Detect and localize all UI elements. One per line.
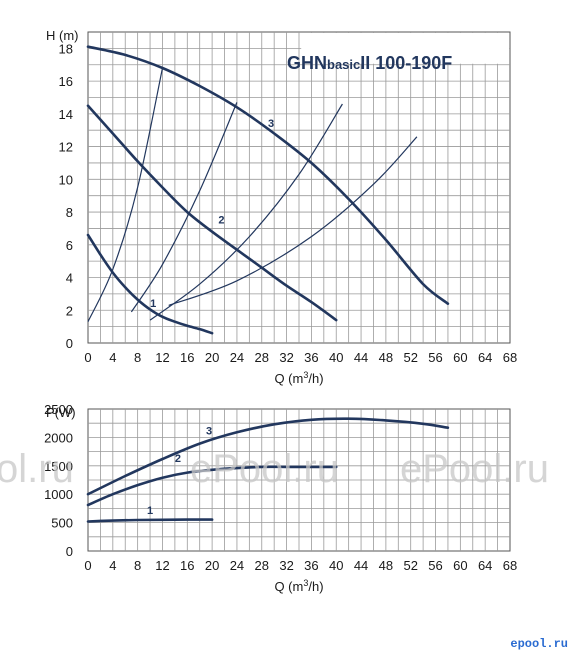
x-tick-label: 28 xyxy=(255,558,269,573)
x-tick-label: 0 xyxy=(84,350,91,365)
system-curve-4 xyxy=(168,136,418,306)
x-axis-title-prefix: Q (m xyxy=(274,579,303,594)
x-axis-title: Q (m3/h) xyxy=(274,578,323,594)
x-tick-label: 40 xyxy=(329,350,343,365)
series-2-line xyxy=(86,104,338,322)
curve-label-2: 2 xyxy=(218,215,224,227)
y-tick-label: 0 xyxy=(66,544,73,559)
x-tick-label: 36 xyxy=(304,350,318,365)
watermark-text: ePool.ru xyxy=(190,447,339,491)
x-tick-label: 4 xyxy=(109,558,116,573)
x-axis-title-sup: 3 xyxy=(303,578,308,588)
x-tick-label: 60 xyxy=(453,350,467,365)
x-tick-label: 0 xyxy=(84,558,91,573)
x-tick-label: 24 xyxy=(230,558,244,573)
y-tick-label: 1500 xyxy=(44,459,73,474)
y-axis-title: P(W) xyxy=(46,405,76,420)
x-tick-label: 48 xyxy=(379,350,393,365)
x-tick-label: 52 xyxy=(403,350,417,365)
watermark-text: ol.ru xyxy=(0,447,74,491)
title-basic: basic xyxy=(327,57,360,72)
x-tick-label: 8 xyxy=(134,558,141,573)
system-curve-1 xyxy=(87,67,164,322)
y-tick-label: 10 xyxy=(59,172,73,187)
x-axis-title-prefix: Q (m xyxy=(274,371,303,386)
curve-label-2: 2 xyxy=(175,453,181,465)
y-tick-label: 8 xyxy=(66,205,73,220)
site-logo: epool.ru xyxy=(510,637,568,651)
chart-title: GHNbasicII 100-190F xyxy=(287,53,452,73)
x-tick-label: 48 xyxy=(379,558,393,573)
y-tick-label: 14 xyxy=(59,107,73,122)
x-axis-title-sup: 3 xyxy=(303,370,308,380)
system-curve-3 xyxy=(149,103,343,321)
x-tick-label: 12 xyxy=(155,558,169,573)
x-axis-title: Q (m3/h) xyxy=(274,370,323,386)
x-tick-label: 20 xyxy=(205,350,219,365)
title-main: GHN xyxy=(287,53,327,73)
system-curve-2 xyxy=(130,102,238,313)
x-tick-label: 36 xyxy=(304,558,318,573)
y-tick-label: 1000 xyxy=(44,487,73,502)
x-tick-label: 52 xyxy=(403,558,417,573)
x-tick-label: 16 xyxy=(180,350,194,365)
x-tick-label: 64 xyxy=(478,558,492,573)
x-tick-label: 44 xyxy=(354,350,368,365)
x-tick-label: 64 xyxy=(478,350,492,365)
y-tick-label: 500 xyxy=(51,516,73,531)
y-tick-label: 12 xyxy=(59,140,73,155)
x-tick-label: 32 xyxy=(279,350,293,365)
x-tick-label: 68 xyxy=(503,350,517,365)
watermark-text: ePool.ru xyxy=(400,447,549,491)
x-axis-title-suffix: /h) xyxy=(308,371,323,386)
x-tick-label: 32 xyxy=(279,558,293,573)
y-tick-label: 4 xyxy=(66,271,73,286)
grid xyxy=(88,32,510,343)
curve-label-1: 1 xyxy=(150,298,156,310)
curve-label-3: 3 xyxy=(206,426,212,438)
x-tick-label: 68 xyxy=(503,558,517,573)
title-box xyxy=(301,33,509,64)
x-tick-label: 56 xyxy=(428,558,442,573)
series-3-line xyxy=(86,417,450,496)
y-tick-label: 2000 xyxy=(44,430,73,445)
x-tick-label: 20 xyxy=(205,558,219,573)
x-tick-label: 40 xyxy=(329,558,343,573)
x-tick-label: 44 xyxy=(354,558,368,573)
series-1-line xyxy=(86,233,214,335)
x-tick-label: 12 xyxy=(155,350,169,365)
x-tick-label: 8 xyxy=(134,350,141,365)
curve-label-3: 3 xyxy=(268,118,274,130)
y-tick-label: 2500 xyxy=(44,402,73,417)
y-tick-label: 0 xyxy=(66,336,73,351)
y-tick-label: 16 xyxy=(59,74,73,89)
x-tick-label: 24 xyxy=(230,350,244,365)
x-tick-label: 28 xyxy=(255,350,269,365)
x-tick-label: 56 xyxy=(428,350,442,365)
x-tick-label: 16 xyxy=(180,558,194,573)
series-1-line xyxy=(86,518,214,523)
y-tick-label: 18 xyxy=(59,41,73,56)
series-2-line xyxy=(86,465,338,507)
curve-label-1: 1 xyxy=(147,505,153,517)
x-tick-label: 60 xyxy=(453,558,467,573)
y-tick-label: 6 xyxy=(66,238,73,253)
series-3-line xyxy=(86,45,450,305)
y-axis-title: H (m) xyxy=(46,28,79,43)
x-axis-title-suffix: /h) xyxy=(308,579,323,594)
x-tick-label: 4 xyxy=(109,350,116,365)
y-tick-label: 2 xyxy=(66,303,73,318)
watermark-layer: ol.ru ePool.ru ePool.ru xyxy=(0,447,549,491)
title-rest: II 100-190F xyxy=(360,53,452,73)
